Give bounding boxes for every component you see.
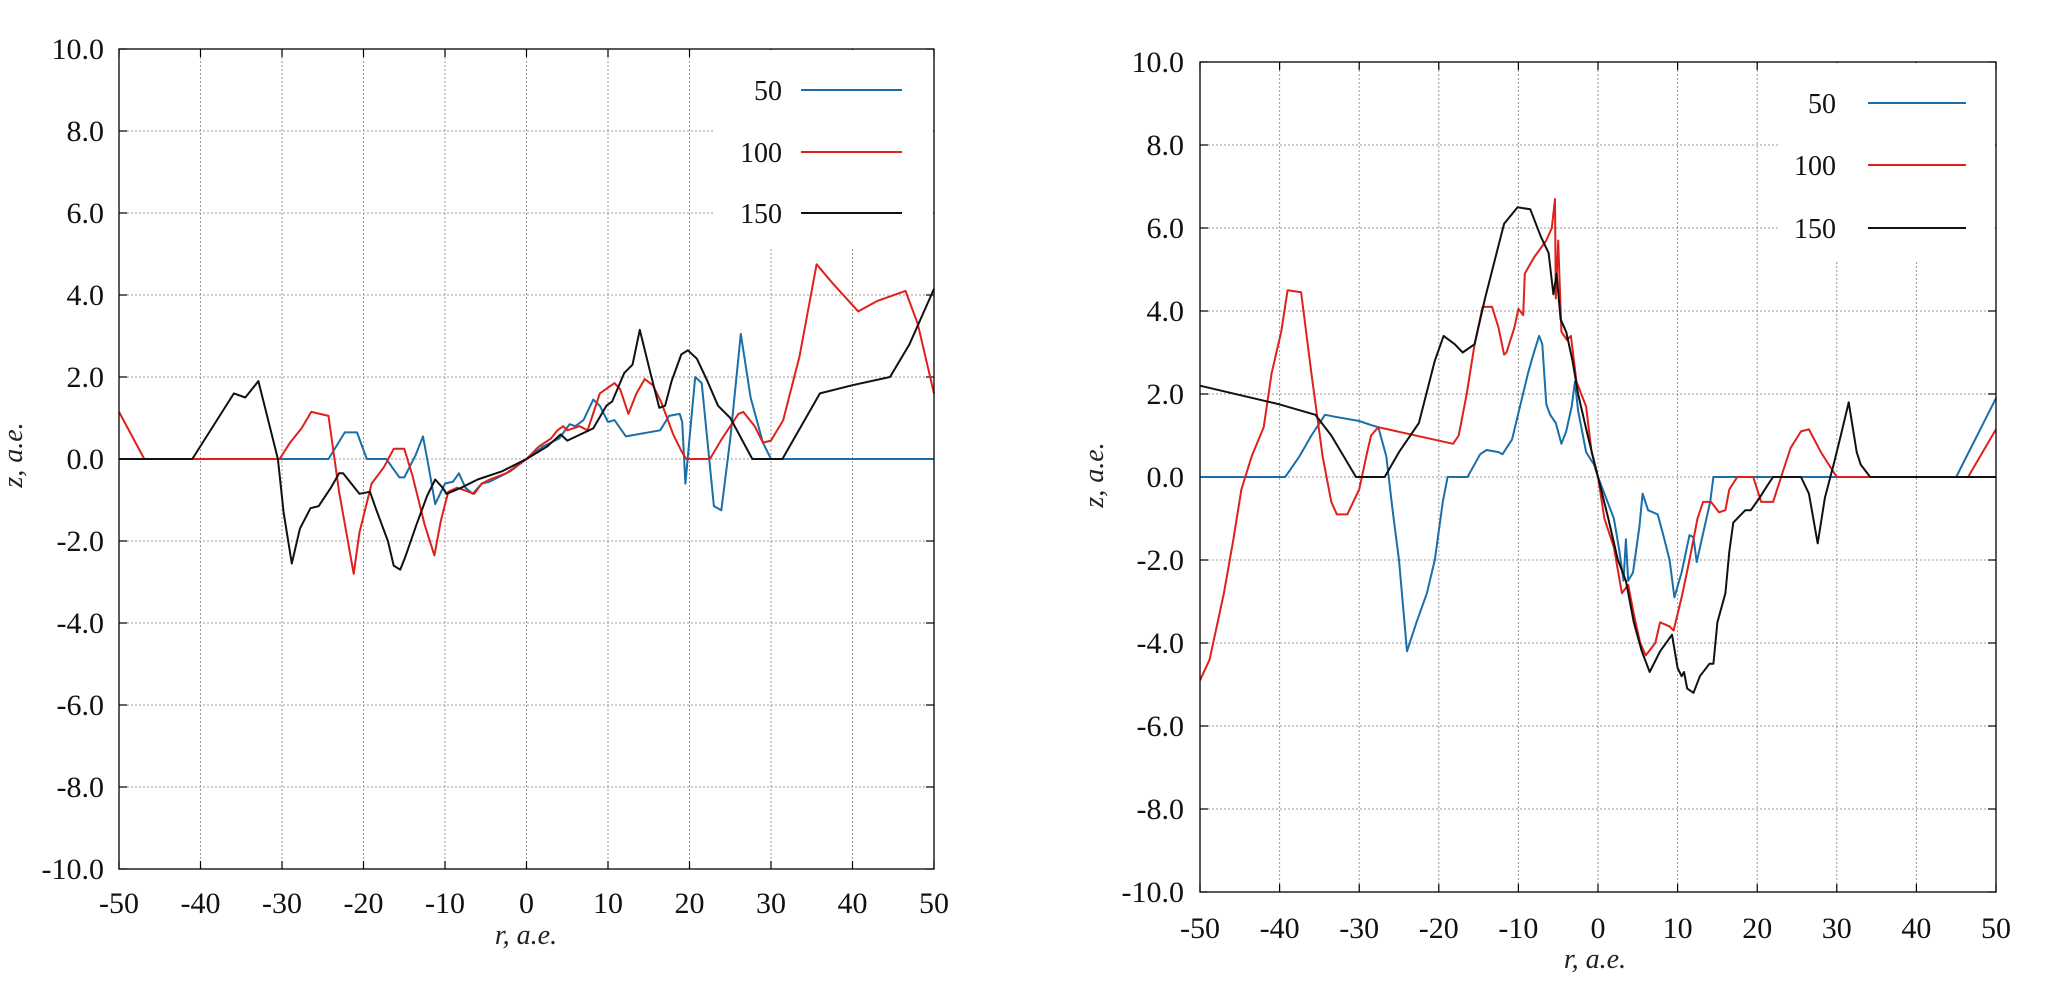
y-tick-label: -6.0 (57, 689, 105, 722)
y-tick-label: -4.0 (1137, 627, 1185, 660)
x-tick-label: 30 (1822, 912, 1852, 945)
y-tick-label: 2.0 (67, 361, 105, 394)
x-tick-label: -50 (99, 887, 139, 920)
series-line-50 (119, 332, 934, 512)
x-tick-label: 40 (1901, 912, 1931, 945)
x-tick-label: 10 (593, 887, 623, 920)
y-axis-title: z, a.e. (1079, 442, 1110, 508)
legend-background (713, 50, 933, 248)
x-tick-label: 20 (1742, 912, 1772, 945)
x-tick-label: 50 (919, 887, 949, 920)
y-tick-label: 4.0 (1147, 295, 1185, 328)
y-tick-label: 10.0 (52, 33, 105, 66)
y-tick-label: 4.0 (67, 279, 105, 312)
series-line-100 (1199, 198, 1997, 681)
y-tick-label: -2.0 (1137, 544, 1185, 577)
y-axis-title: z, a.e. (0, 422, 29, 488)
y-tick-label: 6.0 (1147, 212, 1185, 245)
y-tick-label: -8.0 (57, 771, 105, 804)
y-tick-label: -8.0 (1137, 793, 1185, 826)
plot-frame (1199, 61, 1997, 893)
x-tick-label: -50 (1180, 912, 1220, 945)
plot-frame (118, 48, 935, 870)
y-tick-label: -4.0 (57, 607, 105, 640)
y-tick-label: 0.0 (67, 443, 105, 476)
y-tick-label: 8.0 (1147, 129, 1185, 162)
x-tick-label: 0 (519, 887, 534, 920)
series-line-150 (119, 288, 935, 571)
x-tick-label: -10 (1498, 912, 1538, 945)
y-tick-label: -6.0 (1137, 710, 1185, 743)
legend-label: 50 (1808, 89, 1836, 120)
x-tick-label: -40 (181, 887, 221, 920)
y-tick-label: 0.0 (1147, 461, 1185, 494)
chart-2: 50 100 150 -50 -40 -30 -20 -10 0 10 20 30 40 50 10.0 8.… (1079, 46, 2011, 975)
x-tick-label: 10 (1663, 912, 1693, 945)
x-axis-title: r, a.e. (1564, 944, 1626, 975)
y-tick-label: 8.0 (67, 115, 105, 148)
x-tick-label: 20 (675, 887, 705, 920)
series-line-50 (1200, 334, 1997, 653)
chart-1: 50 100 150 -50 -40 -30 -20 -10 0 10 20 30 40 50 10.0 8.… (0, 33, 949, 951)
y-tick-label: 10.0 (1132, 46, 1185, 79)
x-tick-label: -30 (262, 887, 302, 920)
legend-label: 50 (754, 76, 782, 107)
y-tick-label: -10.0 (42, 853, 105, 886)
x-tick-label: -20 (344, 887, 384, 920)
x-tick-label: -40 (1260, 912, 1300, 945)
x-tick-label: -10 (425, 887, 465, 920)
y-tick-label: 2.0 (1147, 378, 1185, 411)
y-tick-label: -2.0 (57, 525, 105, 558)
x-tick-label: 50 (1981, 912, 2011, 945)
y-tick-label: 6.0 (67, 197, 105, 230)
x-tick-label: 0 (1591, 912, 1606, 945)
x-axis-title: r, a.e. (495, 920, 557, 951)
legend-label: 150 (1794, 214, 1836, 245)
series-line-150 (1199, 206, 1996, 694)
x-tick-label: 30 (756, 887, 786, 920)
x-tick-label: -20 (1419, 912, 1459, 945)
legend-label: 100 (740, 138, 782, 169)
y-tick-label: -10.0 (1122, 876, 1185, 909)
legend-label: 100 (1794, 151, 1836, 182)
legend-label: 150 (740, 199, 782, 230)
x-tick-label: -30 (1339, 912, 1379, 945)
x-tick-label: 40 (838, 887, 868, 920)
